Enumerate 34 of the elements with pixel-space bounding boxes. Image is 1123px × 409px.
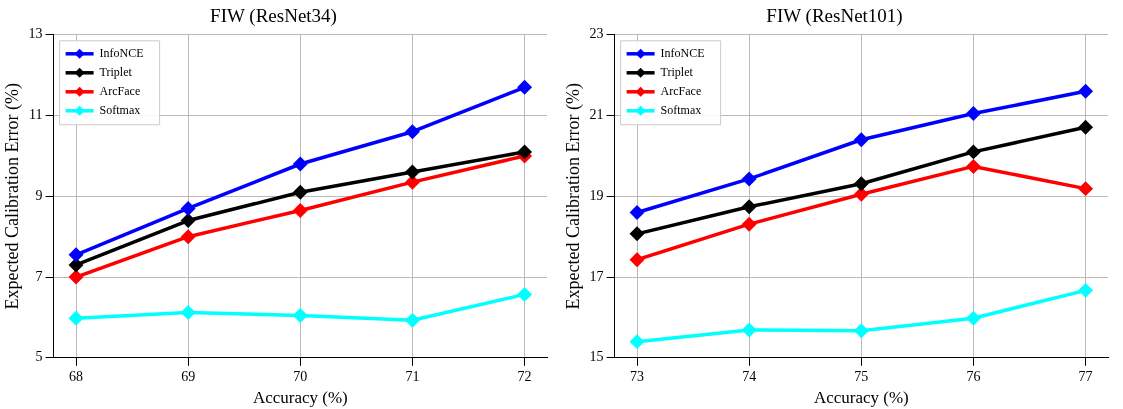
y-axis-title: Expected Calibration Error (%) xyxy=(1,83,23,310)
y-tick-label: 13 xyxy=(28,26,43,42)
legend-label: Triplet xyxy=(99,64,133,79)
x-tick-label: 70 xyxy=(293,368,308,384)
x-axis-title: Accuracy (%) xyxy=(813,388,909,408)
chart-title: FIW (ResNet34) xyxy=(210,5,337,28)
x-tick-label: 69 xyxy=(181,368,196,384)
y-axis-title: Expected Calibration Error (%) xyxy=(562,83,584,310)
y-tick-label: 7 xyxy=(35,268,43,284)
y-tick-label: 23 xyxy=(589,26,604,42)
y-tick-label: 11 xyxy=(29,107,43,123)
x-tick-label: 77 xyxy=(1078,368,1093,384)
legend-label: InfoNCE xyxy=(660,45,705,60)
y-tick-label: 5 xyxy=(35,349,43,365)
y-tick-label: 21 xyxy=(589,107,604,123)
legend-label: Softmax xyxy=(99,102,141,117)
chart-title: FIW (ResNet101) xyxy=(766,5,903,28)
legend-label: Softmax xyxy=(660,102,702,117)
legend-label: ArcFace xyxy=(99,83,141,98)
x-tick-label: 74 xyxy=(742,368,757,384)
y-tick-label: 19 xyxy=(589,187,604,203)
x-tick-label: 72 xyxy=(517,368,532,384)
x-tick-label: 73 xyxy=(630,368,645,384)
y-tick-label: 15 xyxy=(589,349,604,365)
x-tick-label: 75 xyxy=(854,368,869,384)
legend-label: Triplet xyxy=(660,64,694,79)
x-tick-label: 76 xyxy=(966,368,981,384)
y-tick-label: 17 xyxy=(589,268,604,284)
y-tick-label: 9 xyxy=(35,187,43,203)
legend-label: ArcFace xyxy=(660,83,702,98)
x-tick-label: 68 xyxy=(69,368,84,384)
x-tick-label: 71 xyxy=(405,368,420,384)
x-axis-title: Accuracy (%) xyxy=(252,388,348,408)
legend-label: InfoNCE xyxy=(99,45,144,60)
